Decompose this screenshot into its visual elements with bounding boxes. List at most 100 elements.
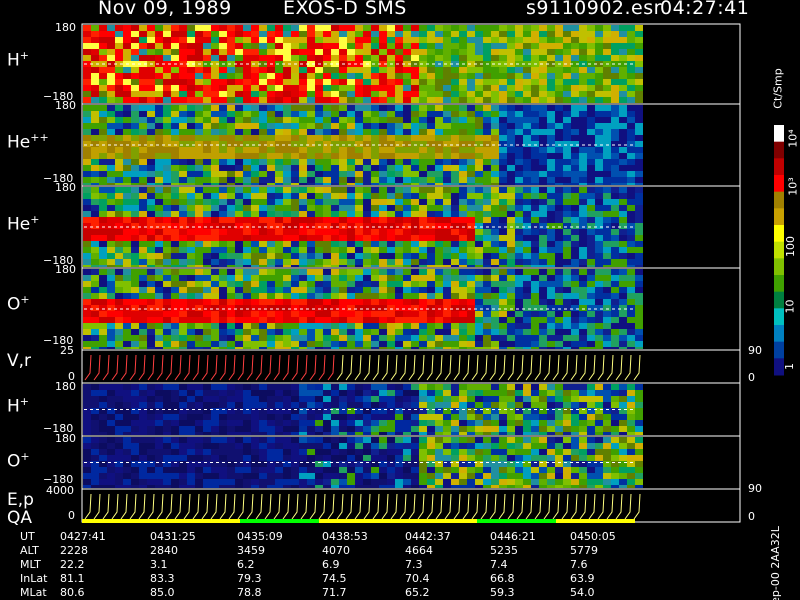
spectro-cell: [139, 281, 147, 287]
spectro-cell: [291, 335, 299, 341]
spectro-cell: [523, 55, 531, 61]
spectro-cell: [571, 323, 579, 329]
spectro-cell: [419, 432, 427, 435]
spectro-cell: [83, 323, 91, 329]
spectro-cell: [283, 269, 291, 275]
spectro-cell: [475, 61, 483, 67]
sweep-trace: [147, 354, 155, 381]
sweep-trace: [291, 354, 299, 381]
spectro-cell: [243, 193, 251, 199]
spectro-cell: [475, 311, 483, 317]
spectro-cell: [123, 299, 131, 305]
spectro-cell: [515, 73, 523, 79]
spectro-cell: [83, 111, 91, 117]
spectro-cell: [459, 317, 467, 323]
spectro-cell: [139, 37, 147, 43]
spectro-cell: [467, 37, 475, 43]
spectro-cell: [155, 25, 163, 31]
spectro-cell: [403, 117, 411, 123]
spectro-cell: [611, 420, 619, 426]
spectro-cell: [547, 97, 555, 103]
spectro-cell: [427, 217, 435, 223]
spectro-cell: [603, 55, 611, 61]
spectro-cell: [323, 117, 331, 123]
spectro-cell: [371, 390, 379, 396]
spectro-cell: [243, 414, 251, 420]
spectro-cell: [147, 311, 155, 317]
spectro-cell: [459, 97, 467, 103]
spectro-cell: [131, 341, 139, 347]
spectro-cell: [307, 183, 315, 185]
spectro-cell: [107, 341, 115, 347]
spectro-cell: [563, 408, 571, 414]
spectro-cell: [475, 402, 483, 408]
spectro-cell: [219, 25, 227, 31]
spectro-cell: [179, 461, 187, 467]
spectro-cell: [291, 177, 299, 183]
spectro-cell: [283, 211, 291, 217]
spectro-cell: [443, 241, 451, 247]
spectro-cell: [251, 117, 259, 123]
spectro-cell: [275, 129, 283, 135]
spectro-cell: [539, 408, 547, 414]
spectro-cell: [179, 402, 187, 408]
spectro-cell: [499, 91, 507, 97]
spectro-cell: [475, 275, 483, 281]
spectro-cell: [451, 199, 459, 205]
spectro-cell: [563, 165, 571, 171]
spectro-cell: [275, 347, 283, 349]
spectro-cell: [451, 73, 459, 79]
spectro-cell: [203, 223, 211, 229]
spectro-cell: [579, 73, 587, 79]
panel6-label: H+: [7, 395, 30, 417]
spectro-cell: [587, 55, 595, 61]
spectro-cell: [627, 402, 635, 408]
spectro-cell: [531, 414, 539, 420]
spectro-cell: [243, 159, 251, 165]
spectro-cell: [283, 199, 291, 205]
spectro-cell: [531, 229, 539, 235]
spectro-cell: [251, 455, 259, 461]
spectro-cell: [139, 311, 147, 317]
spectro-cell: [507, 420, 515, 426]
sweep-trace: [219, 354, 227, 381]
spectro-cell: [339, 43, 347, 49]
spectro-cell: [99, 323, 107, 329]
spectro-cell: [323, 479, 331, 485]
spectro-cell: [411, 31, 419, 37]
spectro-cell: [491, 123, 499, 129]
spectro-cell: [539, 323, 547, 329]
spectro-cell: [387, 111, 395, 117]
spectro-cell: [251, 437, 259, 443]
spectro-cell: [379, 426, 387, 432]
spectro-cell: [219, 485, 227, 488]
spectro-cell: [139, 183, 147, 185]
spectro-cell: [507, 49, 515, 55]
spectro-cell: [539, 135, 547, 141]
spectro-cell: [467, 402, 475, 408]
spectro-cell: [323, 443, 331, 449]
spectro-cell: [355, 85, 363, 91]
spectro-cell: [443, 117, 451, 123]
sweep-trace: [624, 354, 632, 381]
spectro-cell: [395, 455, 403, 461]
spectro-cell: [299, 105, 307, 111]
spectro-cell: [91, 97, 99, 103]
spectro-cell: [331, 159, 339, 165]
spectro-cell: [211, 437, 219, 443]
spectro-cell: [507, 217, 515, 223]
spectro-cell: [475, 335, 483, 341]
spectro-cell: [211, 129, 219, 135]
spectro-cell: [251, 299, 259, 305]
spectro-cell: [123, 247, 131, 253]
spectro-cell: [123, 281, 131, 287]
spectro-cell: [491, 183, 499, 185]
spectro-cell: [571, 235, 579, 241]
spectro-cell: [547, 187, 555, 193]
spectro-cell: [171, 384, 179, 390]
spectro-cell: [299, 426, 307, 432]
spectro-cell: [419, 437, 427, 443]
spectro-cell: [339, 97, 347, 103]
spectro-cell: [267, 299, 275, 305]
spectro-cell: [243, 275, 251, 281]
